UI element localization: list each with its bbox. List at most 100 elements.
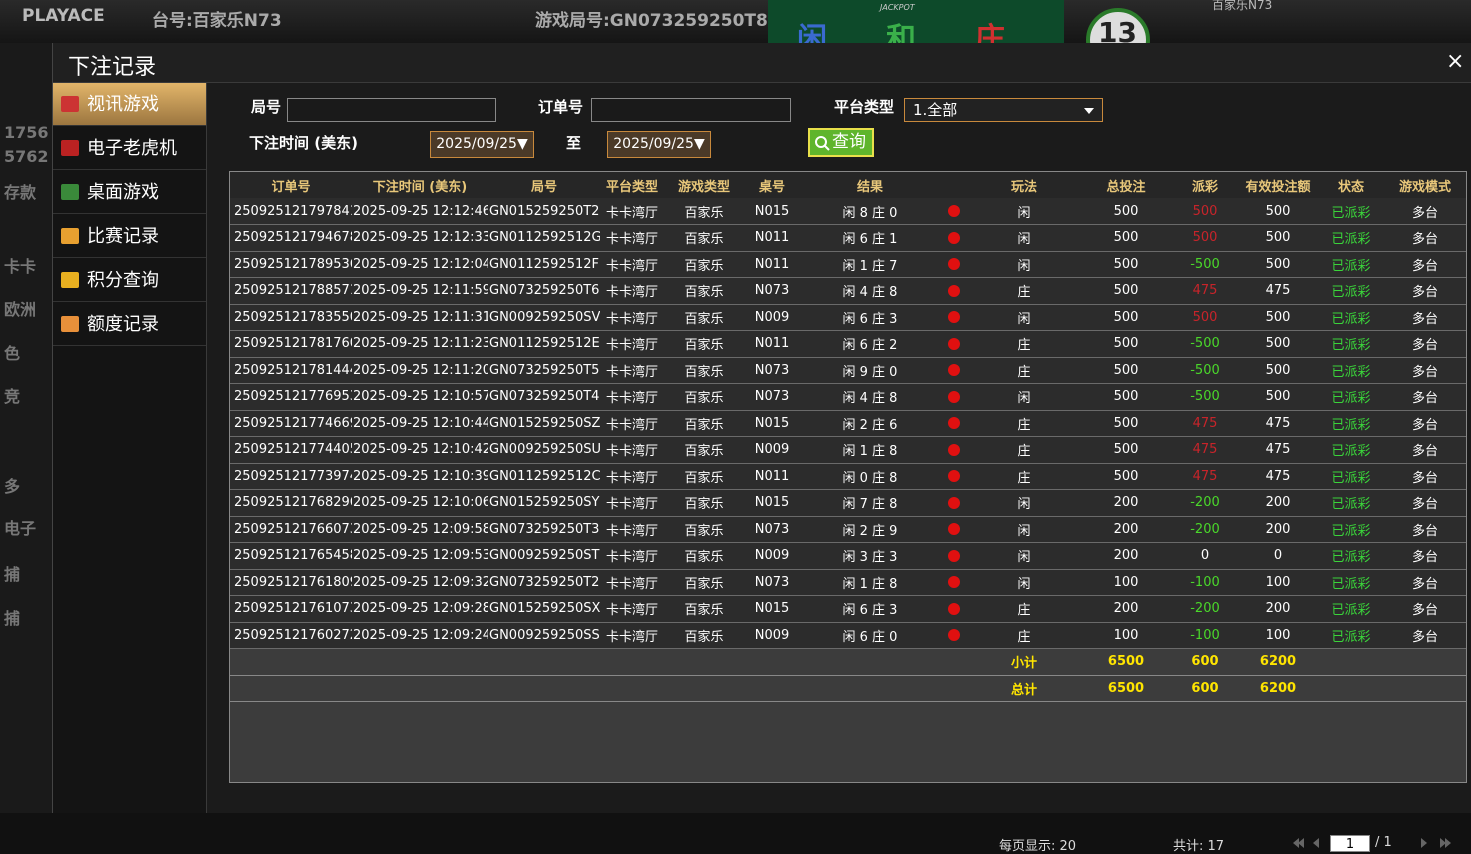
first-prev-buttons[interactable]: [1293, 837, 1323, 849]
payout: 0: [1172, 542, 1238, 570]
empty-cell: [744, 648, 800, 676]
replay-icon[interactable]: [948, 523, 960, 536]
replay-icon[interactable]: [948, 576, 960, 589]
page-input[interactable]: 1: [1330, 835, 1370, 852]
valid-bet: 500: [1238, 383, 1318, 411]
replay-icon[interactable]: [948, 496, 960, 509]
result: 闲 6 庄 3: [800, 595, 940, 623]
round-no: GN073259250T6: [488, 277, 600, 305]
game-type: 百家乐: [664, 330, 744, 358]
status: 已派彩: [1318, 463, 1384, 490]
menu-item[interactable]: 桌面游戏: [53, 171, 206, 214]
replay-icon[interactable]: [948, 364, 960, 377]
date-from[interactable]: 2025/09/25▼: [430, 131, 534, 158]
game-mode: 多台: [1384, 198, 1466, 225]
record-table: 订单号 下注时间 (美东) 局号 平台类型 游戏类型 桌号 结果 玩法 总投注 派彩 有效投注额 状态…: [230, 172, 1466, 702]
column-header: 状态: [1318, 172, 1384, 198]
replay-icon[interactable]: [948, 258, 960, 271]
empty-cell: [1318, 648, 1384, 676]
menu-icon: [61, 272, 79, 288]
menu-item[interactable]: 额度记录: [53, 303, 206, 346]
replay-icon[interactable]: [948, 549, 960, 562]
menu-label: 比赛记录: [87, 226, 159, 247]
replay-icon[interactable]: [948, 390, 960, 403]
replay-icon[interactable]: [948, 602, 960, 615]
result: 闲 6 庄 3: [800, 304, 940, 331]
platform-select[interactable]: 1.全部: [904, 98, 1103, 122]
game-mode: 多台: [1384, 436, 1466, 464]
next-last-buttons[interactable]: [1421, 837, 1457, 849]
replay-icon[interactable]: [948, 443, 960, 456]
game-type: 百家乐: [664, 542, 744, 570]
table-no: N015: [744, 410, 800, 437]
record-row: 250925121774669 2025-09-25 12:10:44 GN0152…: [230, 410, 1466, 437]
bet-time: 2025-09-25 12:12:46: [352, 198, 488, 225]
bet-time: 2025-09-25 12:09:24: [352, 622, 488, 649]
menu-item[interactable]: 比赛记录: [53, 215, 206, 258]
platform: 卡卡湾厅: [600, 489, 664, 517]
order-label: 订单号: [538, 98, 584, 116]
platform: 卡卡湾厅: [600, 224, 664, 252]
total-bet: 500: [1080, 304, 1172, 331]
replay-icon[interactable]: [948, 629, 960, 642]
icon-header: [940, 172, 968, 198]
empty-cell: [1384, 675, 1466, 702]
total-bet: 200: [1080, 489, 1172, 517]
menu-item[interactable]: 电子老虎机: [53, 127, 206, 170]
game-mode: 多台: [1384, 463, 1466, 490]
modal-title-bar: 下注记录 ×: [53, 43, 1471, 83]
record-row: 250925121797841 2025-09-25 12:12:46 GN0152…: [230, 198, 1466, 225]
replay-icon[interactable]: [948, 470, 960, 483]
bet-time: 2025-09-25 12:10:44: [352, 410, 488, 437]
platform: 卡卡湾厅: [600, 277, 664, 305]
platform: 卡卡湾厅: [600, 595, 664, 623]
table-no: N073: [744, 383, 800, 411]
replay-icon[interactable]: [948, 284, 960, 297]
dropdown-arrow: [1084, 108, 1094, 114]
table-no: N015: [744, 489, 800, 517]
replay-icon[interactable]: [948, 337, 960, 350]
menu-item[interactable]: 积分查询: [53, 259, 206, 302]
lobby-top-bar: PLAYACE 台号:百家乐N73 游戏局号:GN073259250T8 闲 和…: [0, 0, 1471, 72]
bet-record-modal: 下注记录 × 视讯游戏 电子老虎机 桌面游戏 比赛记录 积分查询 额度记录 局号 订单号 …: [52, 43, 1471, 854]
close-button[interactable]: ×: [1446, 49, 1465, 74]
platform: 卡卡湾厅: [600, 542, 664, 570]
play: 闲: [968, 383, 1080, 411]
valid-bet: 100: [1238, 569, 1318, 596]
status: 已派彩: [1318, 357, 1384, 384]
play: 庄: [968, 595, 1080, 623]
order-no: 250925121768296: [230, 489, 352, 517]
search-button[interactable]: 查询: [808, 128, 874, 157]
payout: 475: [1172, 436, 1238, 464]
game-mode: 多台: [1384, 622, 1466, 649]
game-type: 百家乐: [664, 569, 744, 596]
play: 庄: [968, 277, 1080, 305]
table-body: 250925121797841 2025-09-25 12:12:46 GN0152…: [230, 198, 1466, 702]
date-to[interactable]: 2025/09/25▼: [607, 131, 711, 158]
replay-icon[interactable]: [948, 231, 960, 244]
menu-item[interactable]: 视讯游戏: [53, 83, 206, 126]
column-header: 有效投注额: [1238, 172, 1318, 198]
platform: 卡卡湾厅: [600, 304, 664, 331]
status: 已派彩: [1318, 410, 1384, 437]
result: 闲 1 庄 7: [800, 251, 940, 278]
order-no: 250925121760272: [230, 622, 352, 649]
replay-icon[interactable]: [948, 417, 960, 430]
record-row: 250925121789536 2025-09-25 12:12:04 GN0112…: [230, 251, 1466, 278]
replay-icon[interactable]: [948, 311, 960, 324]
result: 闲 0 庄 8: [800, 463, 940, 490]
search-text: 查询: [832, 132, 866, 152]
round-input[interactable]: [287, 98, 496, 122]
payout: -500: [1172, 330, 1238, 358]
column-header: 平台类型: [600, 172, 664, 198]
total-bet: 500: [1080, 224, 1172, 252]
result: 闲 6 庄 0: [800, 622, 940, 649]
bet-time: 2025-09-25 12:10:57: [352, 383, 488, 411]
round-no: GN009259250SS: [488, 622, 600, 649]
replay-icon[interactable]: [948, 205, 960, 217]
platform: 卡卡湾厅: [600, 410, 664, 437]
round-no: GN015259250SX: [488, 595, 600, 623]
replay-cell: [940, 304, 968, 331]
result: 闲 6 庄 1: [800, 224, 940, 252]
order-input[interactable]: [591, 98, 791, 122]
